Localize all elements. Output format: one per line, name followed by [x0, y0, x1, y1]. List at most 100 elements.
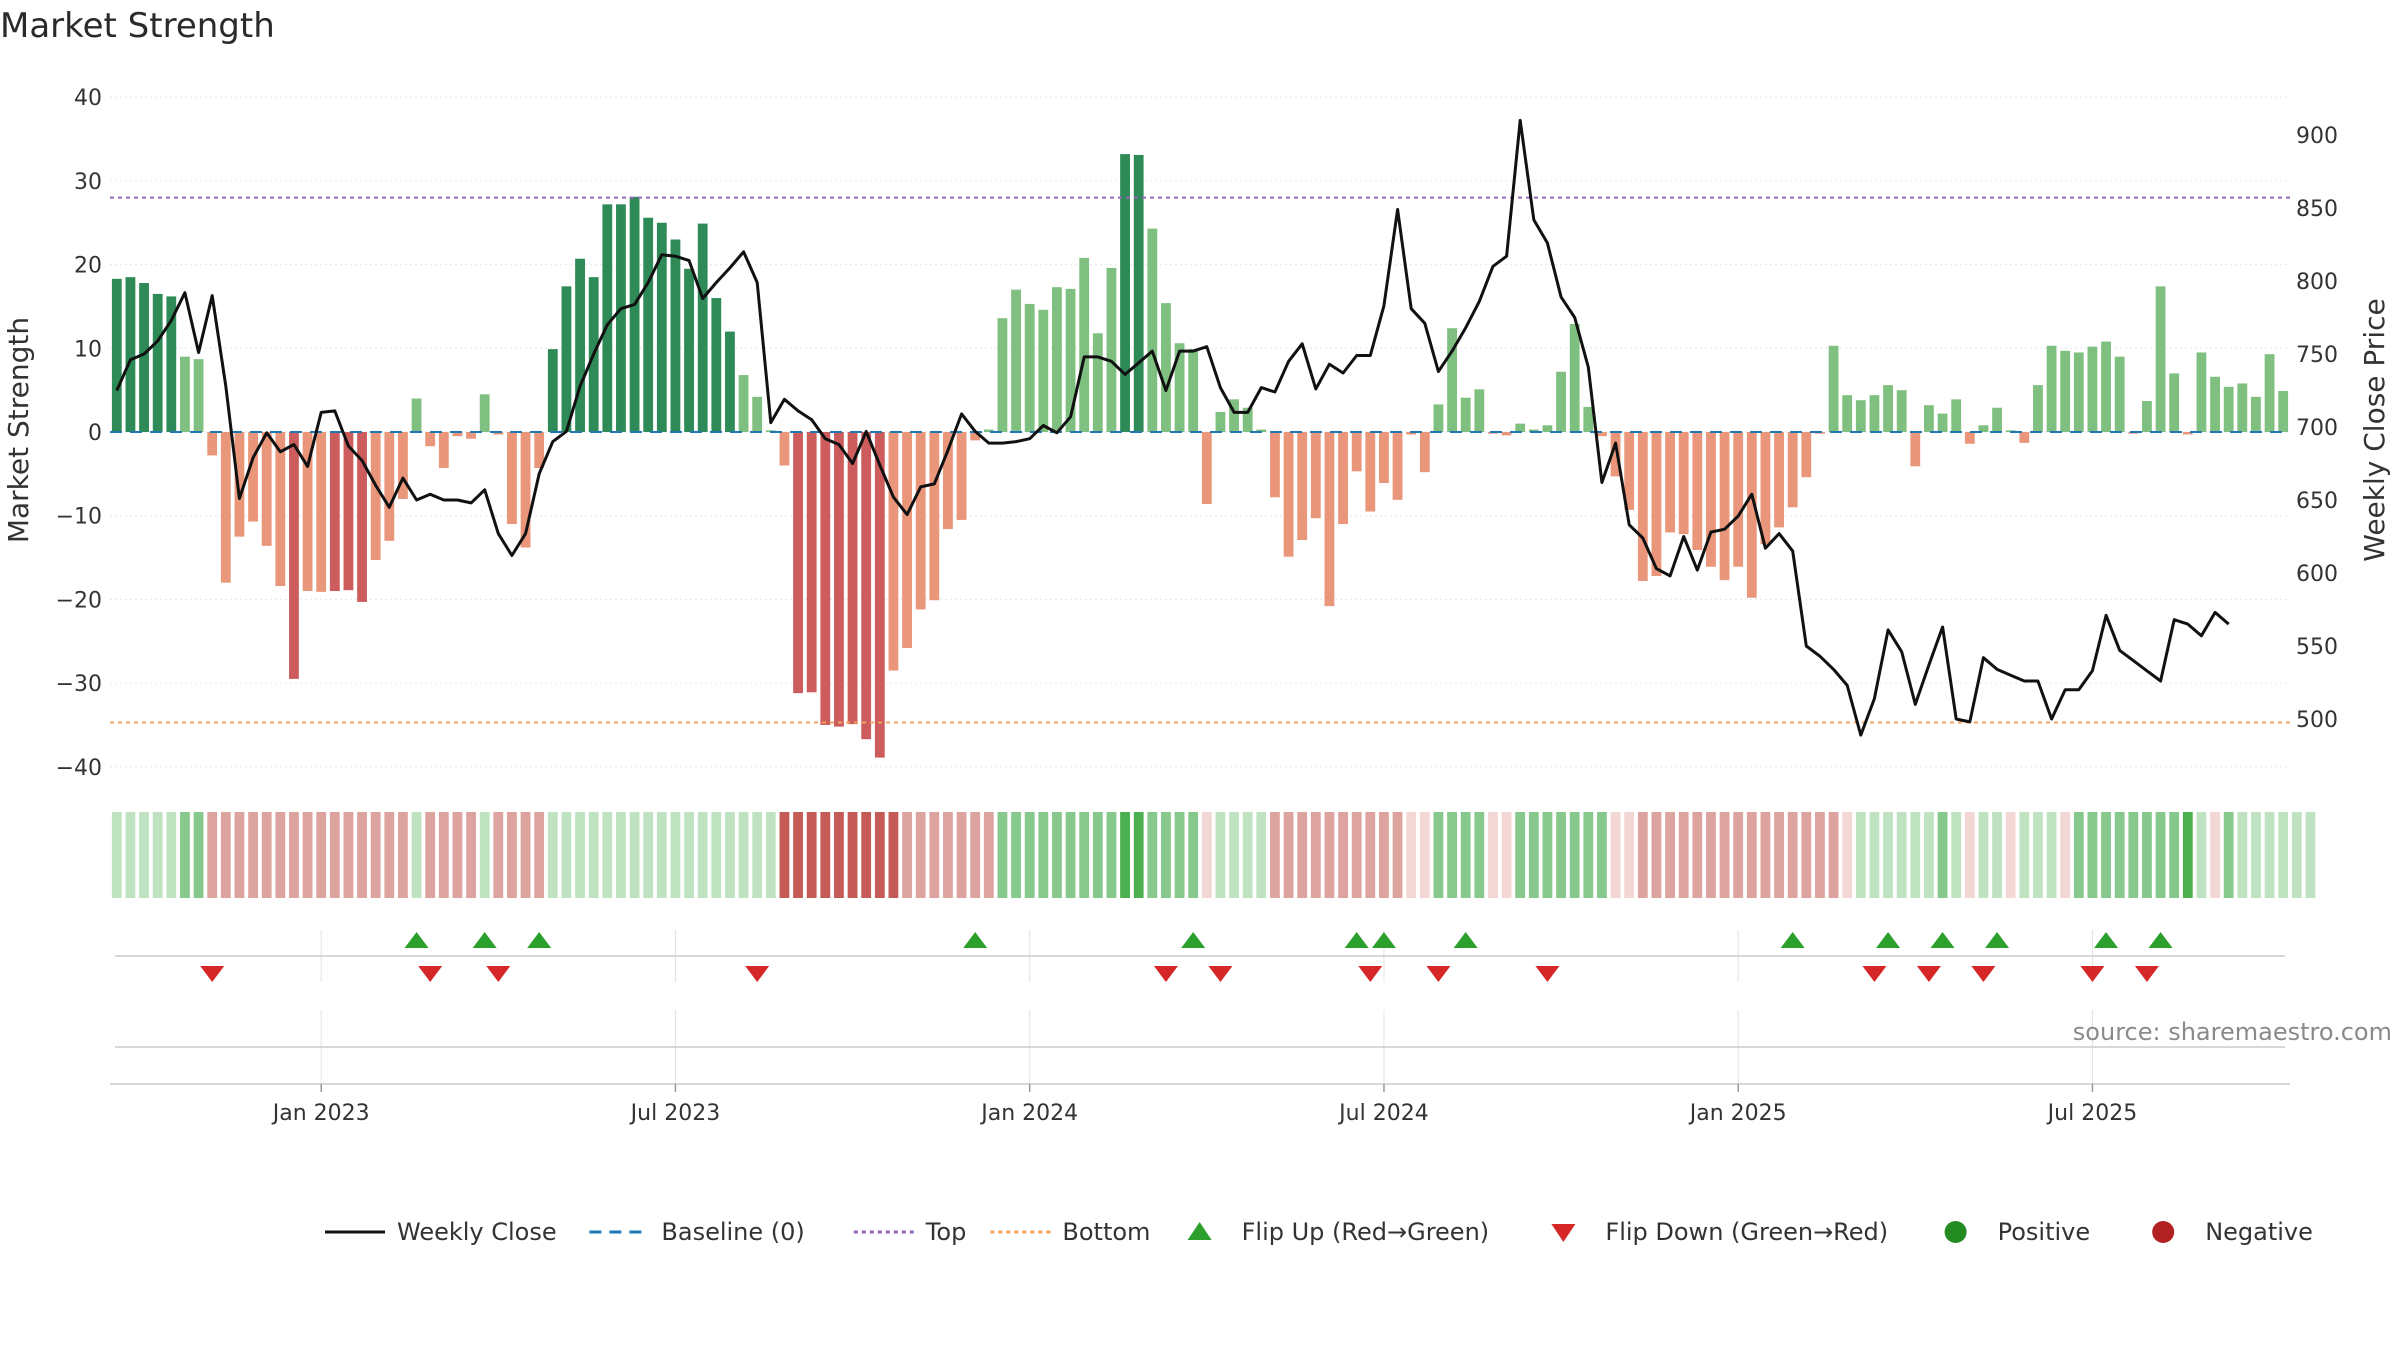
- regime-cell: [507, 812, 517, 898]
- weekly-close-line: [115, 118, 2230, 737]
- regime-cell: [329, 812, 340, 898]
- regime-cell: [1528, 812, 1539, 898]
- regime-cell: [1501, 812, 1512, 898]
- strength-bar: [956, 432, 967, 520]
- regime-cell: [2101, 812, 2111, 898]
- strength-bar: [1924, 405, 1934, 432]
- strength-bar: [1501, 432, 1512, 436]
- strength-bar: [1733, 432, 1744, 567]
- regime-cell: [888, 812, 899, 898]
- strength-bar: [602, 204, 613, 432]
- regime-cell: [1746, 812, 1757, 898]
- strength-bar: [1583, 406, 1594, 432]
- y-tick-left: 30: [74, 170, 102, 195]
- strength-bar: [2101, 341, 2111, 432]
- strength-bar: [1774, 432, 1784, 528]
- regime-cell: [357, 812, 367, 898]
- regime-cell: [2142, 812, 2152, 898]
- regime-cell: [738, 812, 749, 898]
- regime-cell: [1556, 812, 1566, 898]
- strength-bar: [1324, 432, 1335, 607]
- regime-cell: [2019, 812, 2030, 898]
- regime-cell: [1624, 812, 1635, 898]
- flip-markers: [115, 932, 2285, 982]
- strength-bar: [1161, 303, 1171, 432]
- regime-cell: [820, 812, 831, 898]
- regime-cell: [1964, 812, 1975, 898]
- regime-cell: [1474, 812, 1485, 898]
- regime-cell: [1597, 812, 1607, 898]
- strength-bar: [1038, 309, 1049, 432]
- regime-cell: [1583, 812, 1594, 898]
- regime-cell: [547, 812, 558, 898]
- regime-cell: [1924, 812, 1934, 898]
- regime-cell: [425, 812, 436, 898]
- strength-bar: [779, 432, 790, 466]
- y-tick-right: 850: [2296, 197, 2338, 222]
- regime-cell: [915, 812, 926, 898]
- legend-swatch: [1944, 1221, 1967, 1243]
- strength-bar: [234, 432, 245, 537]
- strength-bar: [1201, 432, 1212, 504]
- strength-bar: [711, 298, 722, 432]
- strength-bar: [370, 432, 381, 561]
- strength-bar: [738, 375, 749, 432]
- legend-swatch: [1187, 1222, 1212, 1240]
- flip-down-marker: [2134, 966, 2159, 982]
- strength-bar: [152, 293, 163, 432]
- regime-cell: [1678, 812, 1689, 898]
- strength-bar: [1215, 411, 1226, 432]
- regime-cell: [1460, 812, 1471, 898]
- strength-bar: [929, 432, 940, 601]
- strength-bar: [874, 432, 885, 758]
- strength-bar: [1719, 432, 1730, 581]
- strength-bar: [1896, 390, 1907, 432]
- strength-bar: [1515, 423, 1526, 432]
- flip-up-marker: [1344, 932, 1369, 948]
- strength-bar: [2142, 401, 2152, 432]
- y-tick-left: −30: [56, 672, 102, 697]
- strength-bar: [1133, 154, 1144, 432]
- y-tick-right: 600: [2296, 562, 2338, 587]
- regime-cell: [1706, 812, 1716, 898]
- strength-bar: [2196, 352, 2207, 432]
- strength-bar: [616, 204, 626, 432]
- legend-label: Weekly Close: [397, 1218, 557, 1246]
- date-tick-label: Jul 2023: [629, 1101, 721, 1126]
- regime-cell: [956, 812, 967, 898]
- regime-cell: [779, 812, 790, 898]
- strength-bar: [861, 432, 872, 740]
- strength-bar: [2155, 286, 2166, 432]
- regime-cell: [2251, 812, 2261, 898]
- flip-up-marker: [1985, 932, 2010, 948]
- strength-bar: [2060, 350, 2071, 432]
- strength-bar: [357, 432, 367, 602]
- regime-cell: [289, 812, 299, 898]
- strength-bar: [1637, 432, 1648, 581]
- regime-cell: [1774, 812, 1784, 898]
- legend-label: Flip Down (Green→Red): [1605, 1218, 1888, 1246]
- regime-cell: [2114, 812, 2125, 898]
- strength-bar: [1270, 432, 1280, 498]
- regime-cell: [752, 812, 763, 898]
- regime-cell: [520, 812, 531, 898]
- regime-cell: [1488, 812, 1498, 898]
- regime-cell: [847, 812, 858, 898]
- regime-cell: [1338, 812, 1348, 898]
- strength-bar: [1297, 432, 1308, 540]
- regime-cell: [152, 812, 163, 898]
- strength-bar: [820, 432, 831, 725]
- regime-cell: [943, 812, 953, 898]
- regime-cell: [697, 812, 708, 898]
- y-tick-right: 800: [2296, 270, 2338, 295]
- regime-cell: [1542, 812, 1553, 898]
- flip-up-marker: [1876, 932, 1901, 948]
- flip-down-marker: [1358, 966, 1383, 982]
- regime-cell: [711, 812, 722, 898]
- regime-cell: [1665, 812, 1675, 898]
- strength-bar: [684, 268, 694, 432]
- strength-bar: [2237, 383, 2248, 432]
- strength-bar: [1964, 432, 1975, 444]
- regime-cell: [616, 812, 626, 898]
